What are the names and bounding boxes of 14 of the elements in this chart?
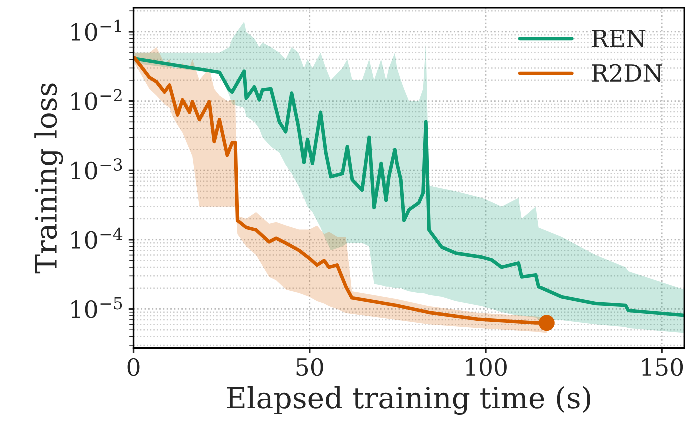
x-tick-label: 150 bbox=[642, 358, 684, 376]
line-series bbox=[134, 57, 685, 318]
x-tick-label: 0 bbox=[128, 358, 140, 376]
y-tick-label: 10$^{−3}$ bbox=[72, 158, 122, 180]
x-tick-label: 50 bbox=[296, 358, 324, 376]
y-tick-label: 10$^{−5}$ bbox=[72, 297, 122, 318]
y-axis-title: Training loss bbox=[34, 84, 64, 274]
legend-label: R2DN bbox=[592, 64, 662, 82]
x-axis-title: Elapsed training time (s) bbox=[227, 386, 590, 415]
y-tick-label: 10$^{−2}$ bbox=[72, 89, 122, 110]
x-tick-label: 100 bbox=[466, 358, 507, 376]
y-tick-label: 10$^{−1}$ bbox=[72, 20, 122, 42]
y-tick-label: 10$^{−4}$ bbox=[72, 228, 123, 250]
legend-label: REN bbox=[592, 30, 646, 48]
